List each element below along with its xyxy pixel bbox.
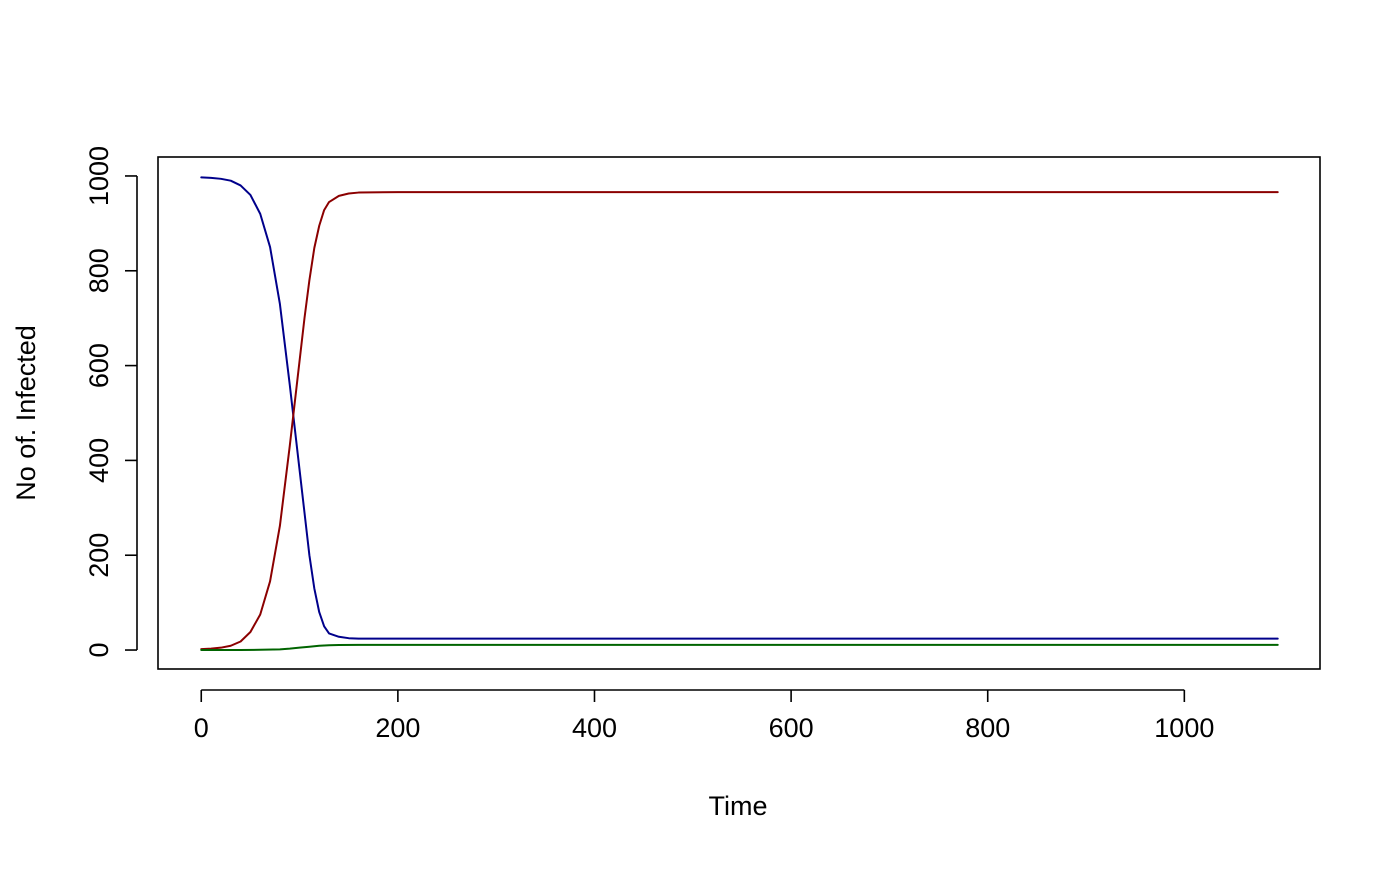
series-layer <box>200 176 1279 652</box>
y-tick-label: 0 <box>84 643 114 658</box>
y-axis: 0 200 400 600 800 1000 <box>84 146 138 658</box>
x-tick-label: 800 <box>965 713 1010 743</box>
y-tick-label: 200 <box>84 533 114 578</box>
x-tick-label: 1000 <box>1154 713 1214 743</box>
y-tick-label: 600 <box>84 343 114 388</box>
x-tick-label: 600 <box>769 713 814 743</box>
x-tick-label: 0 <box>194 713 209 743</box>
series-line-3 <box>200 643 1279 652</box>
plot-frame <box>157 156 1321 670</box>
y-axis-title: No of. Infected <box>11 325 41 501</box>
x-tick-label: 200 <box>375 713 420 743</box>
series-line-2 <box>200 191 1279 651</box>
x-axis-title: Time <box>709 791 768 821</box>
y-tick-label: 1000 <box>84 146 114 206</box>
y-tick-label: 800 <box>84 248 114 293</box>
y-tick-label: 400 <box>84 438 114 483</box>
x-axis: 0 200 400 600 800 1000 <box>194 689 1214 743</box>
series-line-1 <box>200 176 1279 640</box>
x-tick-label: 400 <box>572 713 617 743</box>
